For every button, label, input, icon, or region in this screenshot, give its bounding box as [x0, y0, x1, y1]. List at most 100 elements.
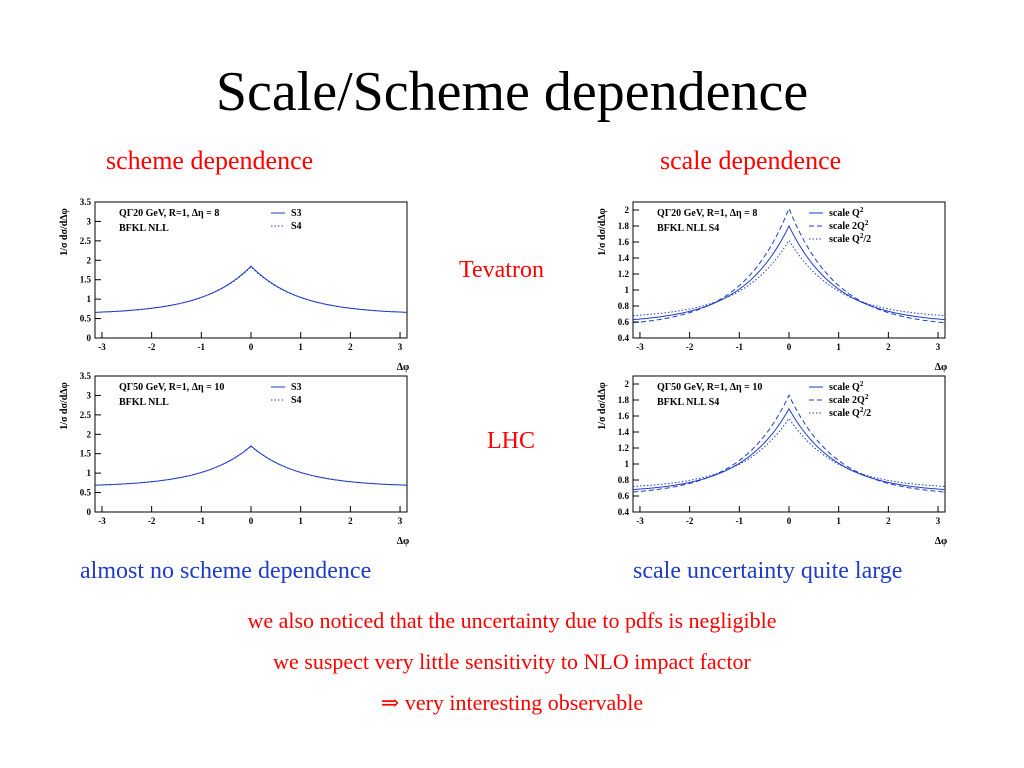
y-tick-label: 1.5 — [80, 449, 92, 459]
plot-annotation: QΓ50 GeV, R=1, Δη = 10 — [119, 382, 224, 393]
chart-lhc-scheme-svg: 0 0.5 1 1.5 2 2.5 3 3.5 -3 -2 -1 0 1 2 3 Δφ 1/σ dσ/dΔφ QΓ… — [59, 371, 409, 547]
series-line — [94, 445, 408, 486]
legend-label: scale 2Q2 — [829, 219, 869, 232]
y-tick-label: 3 — [87, 216, 92, 226]
bottom-note-pdfs: we also noticed that the uncertainty due… — [247, 608, 777, 633]
y-tick-label: 2 — [87, 429, 92, 439]
series-line — [94, 445, 408, 486]
y-axis-title: 1/σ dσ/dΔφ — [597, 382, 608, 430]
legend-label: S3 — [291, 208, 302, 219]
x-tick-label: 0 — [249, 342, 254, 352]
right-conclusion: scale uncertainty quite large — [633, 558, 903, 584]
bottom-note-observable: ⇒ very interesting observable — [380, 690, 644, 715]
y-axis-title: 1/σ dσ/dΔφ — [59, 208, 70, 256]
x-tick-label: 3 — [936, 342, 941, 352]
x-tick-label: 0 — [787, 342, 792, 352]
chart-tevatron-scheme: 0 0.5 1 1.5 2 2.5 3 3.5 -3 -2 -1 0 1 2 3 Δφ 1/σ dσ/dΔφ QΓ… — [55, 196, 415, 376]
plot-annotation: QΓ20 GeV, R=1, Δη = 8 — [657, 208, 757, 219]
y-tick-label: 2 — [87, 255, 92, 265]
y-tick-label: 1.4 — [618, 253, 630, 263]
x-tick-label: 0 — [787, 516, 792, 526]
plot-annotation: BFKL NLL S4 — [657, 223, 719, 234]
legend-label: S4 — [291, 221, 302, 232]
x-tick-label: 3 — [398, 342, 403, 352]
series-line — [632, 239, 946, 317]
y-tick-label: 0 — [87, 333, 92, 343]
plot-annotation: BFKL NLL — [119, 223, 169, 234]
series-line — [94, 265, 408, 313]
plot-annotation: QΓ50 GeV, R=1, Δη = 10 — [657, 382, 762, 393]
chart-lhc-scale-svg: 0.4 0.6 0.8 1 1.2 1.4 1.6 1.8 2 -3 -2 -1 0 1 2 3 Δφ 1/σ d… — [597, 375, 948, 547]
x-tick-label: -3 — [636, 516, 644, 526]
legend-label: scale Q2/2 — [829, 232, 871, 245]
y-tick-label: 1 — [87, 294, 92, 304]
x-tick-label: -3 — [98, 342, 106, 352]
legend-label: S4 — [291, 395, 302, 406]
x-tick-label: 2 — [348, 342, 353, 352]
row-label-lhc: LHC — [487, 428, 535, 454]
y-tick-label: 1 — [625, 285, 630, 295]
legend-label: scale Q2 — [829, 206, 864, 219]
y-tick-label: 1.8 — [618, 395, 630, 405]
x-tick-label: 1 — [298, 516, 303, 526]
legend-label: scale 2Q2 — [829, 393, 869, 406]
x-axis-title: Δφ — [935, 362, 948, 373]
series-line — [632, 207, 946, 324]
chart-tevatron-scale-svg: 0.4 0.6 0.8 1 1.2 1.4 1.6 1.8 2 -3 -2 -1 0 1 2 3 Δφ 1/σ d… — [597, 201, 948, 373]
y-tick-label: 1.4 — [618, 427, 630, 437]
x-tick-label: 2 — [348, 516, 353, 526]
y-tick-label: 0.6 — [618, 317, 630, 327]
x-tick-label: 3 — [936, 516, 941, 526]
y-axis-title: 1/σ dσ/dΔφ — [59, 382, 70, 430]
legend-label: S3 — [291, 382, 302, 393]
y-tick-label: 0.8 — [618, 475, 630, 485]
x-axis-title: Δφ — [935, 536, 948, 547]
y-tick-label: 3 — [87, 390, 92, 400]
x-tick-label: 1 — [836, 516, 841, 526]
x-tick-label: -1 — [198, 516, 206, 526]
x-tick-label: -3 — [636, 342, 644, 352]
y-tick-label: 1.6 — [618, 411, 630, 421]
y-tick-label: 0 — [87, 507, 92, 517]
x-tick-label: -1 — [198, 342, 206, 352]
x-tick-label: 2 — [886, 342, 891, 352]
plot-annotation: BFKL NLL S4 — [657, 397, 719, 408]
y-tick-label: 1 — [87, 468, 92, 478]
right-column-heading: scale dependence — [660, 146, 842, 175]
x-tick-label: -2 — [148, 516, 156, 526]
x-tick-label: -1 — [736, 342, 744, 352]
y-tick-label: 3.5 — [80, 371, 92, 381]
legend-label: scale Q2/2 — [829, 406, 871, 419]
chart-tevatron-scheme-svg: 0 0.5 1 1.5 2 2.5 3 3.5 -3 -2 -1 0 1 2 3 Δφ 1/σ dσ/dΔφ QΓ… — [59, 197, 410, 373]
y-tick-label: 2 — [625, 205, 630, 215]
x-tick-label: 1 — [836, 342, 841, 352]
left-conclusion: almost no scheme dependence — [80, 558, 372, 584]
y-tick-label: 1.8 — [618, 221, 630, 231]
y-tick-label: 1.5 — [80, 275, 92, 285]
y-tick-label: 2 — [625, 379, 630, 389]
series-line — [94, 266, 408, 313]
y-tick-label: 1.2 — [618, 269, 630, 279]
x-tick-label: 3 — [398, 516, 403, 526]
y-tick-label: 0.4 — [618, 333, 630, 343]
x-tick-label: -2 — [686, 342, 694, 352]
x-tick-label: -3 — [98, 516, 106, 526]
left-column-heading: scheme dependence — [106, 146, 314, 175]
y-tick-label: 0.5 — [80, 314, 92, 324]
y-tick-label: 0.6 — [618, 491, 630, 501]
x-tick-label: -1 — [736, 516, 744, 526]
x-tick-label: 1 — [298, 342, 303, 352]
y-tick-label: 1.2 — [618, 443, 630, 453]
row-label-tevatron: Tevatron — [459, 257, 544, 283]
bottom-note-impact-factor: we suspect very little sensitivity to NL… — [273, 649, 751, 674]
plot-annotation: QΓ20 GeV, R=1, Δη = 8 — [119, 208, 219, 219]
x-tick-label: 2 — [886, 516, 891, 526]
chart-lhc-scale: 0.4 0.6 0.8 1 1.2 1.4 1.6 1.8 2 -3 -2 -1 0 1 2 3 Δφ 1/σ d… — [593, 370, 953, 550]
x-tick-label: -2 — [686, 516, 694, 526]
x-axis-title: Δφ — [397, 362, 410, 373]
y-tick-label: 0.5 — [80, 488, 92, 498]
slide-title: Scale/Scheme dependence — [215, 61, 809, 123]
y-tick-label: 1.6 — [618, 237, 630, 247]
series-line — [632, 394, 946, 493]
series-line — [632, 407, 946, 491]
